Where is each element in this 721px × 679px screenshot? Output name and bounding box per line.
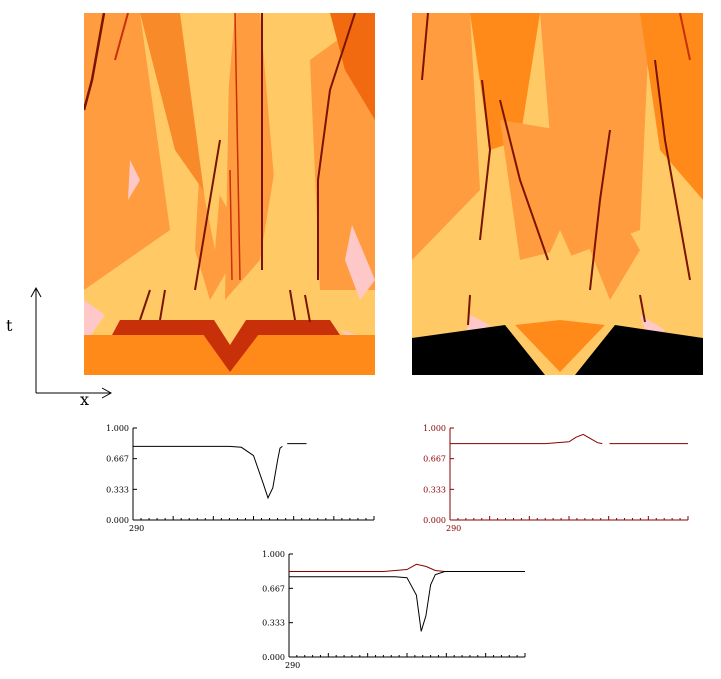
x-tick-label: 290: [446, 524, 461, 533]
plot-lower-right: 0.000 0.333 0.667 1.000 290: [423, 424, 689, 533]
x-tick-label: 290: [129, 524, 144, 533]
x-axis-arrowhead: [101, 387, 113, 399]
y-tick-label: 0.333: [262, 619, 285, 628]
series-line: [450, 433, 603, 445]
y-tick-label: 0.333: [106, 485, 129, 494]
series-line: [133, 445, 283, 500]
x-axis-label: x: [80, 390, 89, 409]
x-tick-label: 290: [285, 661, 300, 670]
series-line: [289, 563, 525, 572]
y-tick-label: 0.000: [106, 516, 129, 525]
y-tick-label: 1.000: [423, 424, 446, 433]
left-spacetime-pattern: [84, 13, 375, 375]
plot-bottom-center: 0.000 0.333 0.667 1.000 290: [262, 550, 526, 670]
y-tick-label: 1.000: [106, 424, 129, 433]
y-tick-label: 0.667: [262, 584, 285, 593]
y-tick-label: 0.667: [423, 455, 446, 464]
t-axis-label: t: [6, 316, 13, 335]
y-tick-label: 1.000: [262, 550, 285, 559]
right-spacetime-pattern: [412, 13, 703, 375]
y-tick-label: 0.333: [423, 485, 446, 494]
t-axis-arrowhead: [30, 286, 42, 298]
y-tick-label: 0.667: [106, 455, 129, 464]
plot-lower-left: 0.000 0.333 0.667 1.000 290: [106, 424, 375, 533]
series-line: [289, 571, 525, 632]
y-tick-label: 0.000: [423, 516, 446, 525]
y-tick-label: 0.000: [262, 653, 285, 662]
txy-sketch-axes: t x: [6, 286, 113, 409]
